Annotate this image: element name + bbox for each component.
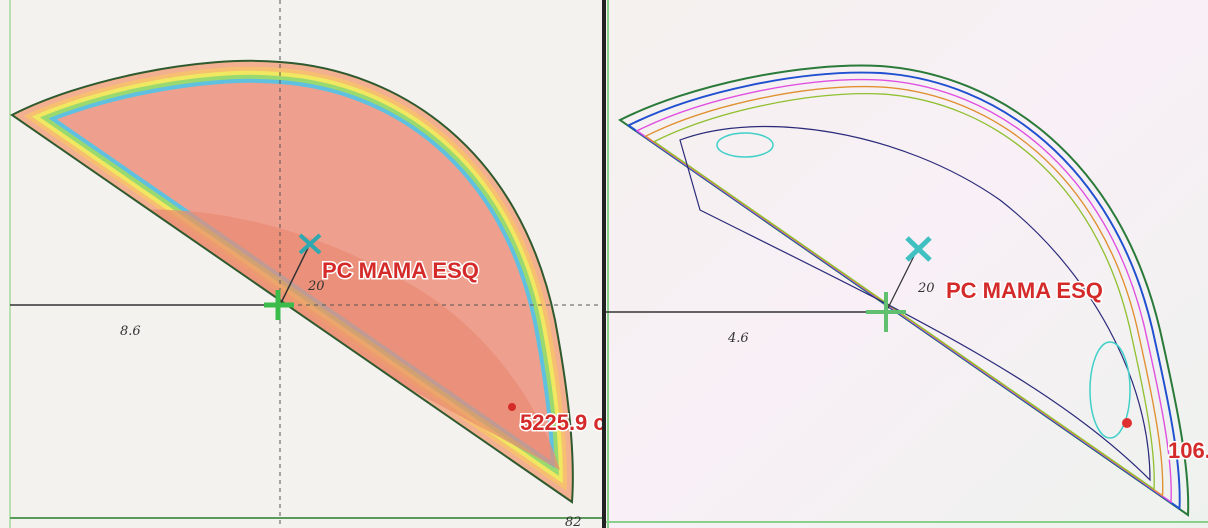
right-panel: PC MAMA ESQ 106.5 4.6 20 (606, 0, 1208, 528)
max-dose-point (508, 403, 516, 411)
structure-label: PC MAMA ESQ (322, 258, 479, 283)
left-panel: PC MAMA ESQ 5225.9 cG 8.6 20 82 (0, 0, 623, 528)
structure-label: PC MAMA ESQ (946, 278, 1103, 303)
angle-note: 20 (917, 281, 935, 296)
depth-note: 82 (565, 515, 582, 528)
distance-note: 4.6 (727, 331, 749, 346)
divider (602, 0, 606, 528)
panel-bg (606, 0, 1208, 528)
distance-note: 8.6 (120, 324, 141, 339)
screens: PC MAMA ESQ 5225.9 cG 8.6 20 82 PC MAMA … (0, 0, 1208, 528)
dose-label: 106.5 (1168, 438, 1208, 463)
angle-note: 20 (307, 279, 325, 294)
max-dose-point (1122, 418, 1132, 428)
